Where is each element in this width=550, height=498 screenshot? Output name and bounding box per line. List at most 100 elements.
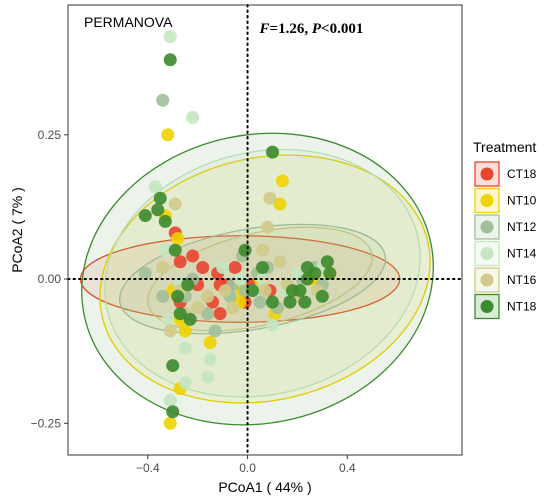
point-nt12-6 <box>208 324 222 338</box>
point-nt14-8 <box>201 370 215 384</box>
point-nt18-8 <box>173 307 187 321</box>
point-nt16-7 <box>218 284 232 298</box>
point-nt16-15 <box>273 255 287 269</box>
point-nt16-16 <box>258 284 272 298</box>
point-ct18-3 <box>196 261 210 274</box>
point-nt10-6 <box>203 336 217 349</box>
point-nt14-3 <box>158 243 172 257</box>
point-nt16-5 <box>191 301 205 315</box>
point-nt10-7 <box>163 416 177 430</box>
legend-label-ct18: CT18 <box>507 167 537 181</box>
point-nt14-18 <box>265 318 279 332</box>
point-nt12-1 <box>138 266 152 280</box>
legend-label-nt14: NT14 <box>507 247 537 261</box>
reference-lines <box>67 4 463 456</box>
point-nt10-11 <box>275 174 289 188</box>
point-nt18-14 <box>256 261 270 274</box>
point-nt14-14 <box>290 266 304 280</box>
legend-dot-nt14 <box>480 247 494 260</box>
y-tick-label: 0.00 <box>38 272 62 286</box>
point-nt18-26 <box>300 261 314 274</box>
plot-panel-border <box>67 4 463 456</box>
legend-label-nt12: NT12 <box>507 220 537 234</box>
point-nt18-20 <box>315 289 329 303</box>
point-nt18-0 <box>163 53 177 67</box>
legend-item-nt16: NT16 <box>474 267 537 293</box>
point-nt18-1 <box>138 209 152 223</box>
point-nt12-0 <box>156 93 170 107</box>
point-nt18-24 <box>265 295 279 309</box>
point-nt14-17 <box>216 261 230 274</box>
legend-dot-nt12 <box>480 220 494 234</box>
legend: Treatment CT18 NT10 NT12 NT14 NT16 NT18 <box>473 139 537 320</box>
point-nt18-23 <box>285 284 299 298</box>
point-nt16-9 <box>256 243 270 257</box>
point-nt16-11 <box>263 191 277 205</box>
point-nt18-7 <box>171 289 185 303</box>
x-tick-label: −0.4 <box>136 461 160 475</box>
legend-dot-nt10 <box>480 194 494 207</box>
point-nt12-2 <box>156 289 170 303</box>
point-nt14-2 <box>148 180 162 194</box>
point-nt16-10 <box>260 220 274 234</box>
point-nt10-5 <box>178 324 192 338</box>
point-nt14-10 <box>178 376 192 390</box>
point-nt18-22 <box>283 295 297 309</box>
legend-item-ct18: CT18 <box>474 161 537 187</box>
point-nt18-5 <box>168 243 182 257</box>
legend-dot-nt18 <box>480 300 494 313</box>
point-nt18-12 <box>238 243 252 257</box>
x-tick-label: 0.4 <box>339 461 356 475</box>
point-nt18-18 <box>320 255 334 269</box>
point-nt14-7 <box>203 353 217 367</box>
legend-item-nt10: NT10 <box>474 187 537 214</box>
legend-label-nt10: NT10 <box>507 194 537 208</box>
point-nt14-5 <box>161 312 175 326</box>
y-tick-label: 0.25 <box>38 128 62 142</box>
legend-dot-nt16 <box>480 273 494 287</box>
y-axis-title: PCoA2 ( 7% ) <box>9 187 25 273</box>
x-tick-label: 0.0 <box>239 461 256 475</box>
point-nt18-9 <box>183 312 197 326</box>
point-nt16-8 <box>226 301 240 315</box>
legend-item-nt14: NT14 <box>474 240 537 267</box>
point-nt18-2 <box>151 203 165 217</box>
point-nt18-21 <box>298 295 312 309</box>
point-ct18-10 <box>213 307 227 321</box>
legend-item-nt12: NT12 <box>474 214 537 240</box>
point-ct18-2 <box>173 255 187 269</box>
y-tick-label: −0.25 <box>31 416 62 430</box>
point-nt16-4 <box>163 324 177 338</box>
point-nt16-0 <box>168 197 182 211</box>
point-nt16-6 <box>201 289 215 303</box>
legend-title: Treatment <box>473 139 536 155</box>
legend-item-nt18: NT18 <box>474 293 537 320</box>
axis-ticks: −0.4 0.0 0.4 −0.25 0.00 0.25 <box>31 128 356 475</box>
point-nt12-17 <box>253 295 267 309</box>
point-nt14-9 <box>163 393 177 407</box>
point-nt18-25 <box>246 284 260 298</box>
point-nt14-6 <box>178 341 192 355</box>
point-nt10-2 <box>171 232 185 246</box>
point-nt16-1 <box>156 261 170 274</box>
point-ct18-15 <box>228 261 242 274</box>
x-axis-title: PCoA1 ( 44% ) <box>218 479 311 495</box>
point-nt18-11 <box>166 405 180 419</box>
point-nt14-1 <box>186 111 200 124</box>
point-nt18-4 <box>158 214 172 228</box>
point-nt18-19 <box>323 266 337 280</box>
point-nt10-0 <box>161 128 175 142</box>
point-nt14-0 <box>163 30 177 44</box>
point-nt10-12 <box>273 197 287 211</box>
permanova-statistic: F=1.26, P<0.001 <box>259 21 364 37</box>
point-nt18-13 <box>265 145 279 159</box>
data-points <box>138 30 337 430</box>
panel-title: PERMANOVA <box>84 14 173 30</box>
point-nt12-5 <box>201 307 215 321</box>
point-nt18-3 <box>153 191 167 205</box>
legend-label-nt18: NT18 <box>507 300 537 314</box>
point-ct18-1 <box>186 249 200 263</box>
point-nt18-10 <box>166 359 180 373</box>
legend-dot-ct18 <box>480 167 494 181</box>
